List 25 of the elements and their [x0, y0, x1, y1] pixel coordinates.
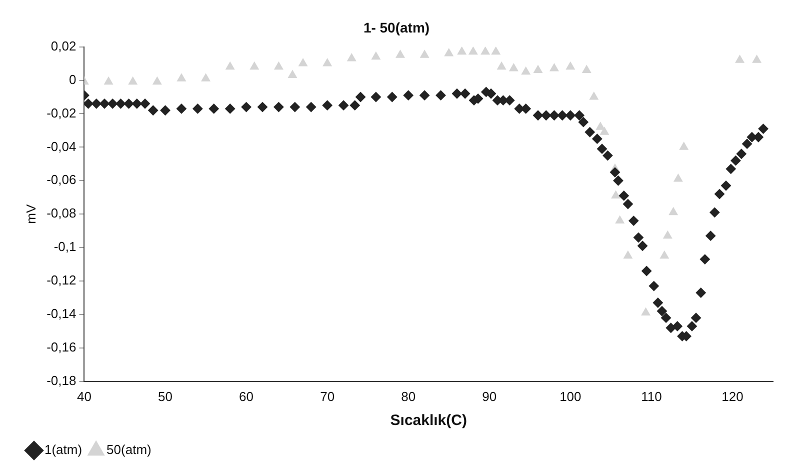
y-tick-label: 0,02 — [50, 38, 76, 54]
y-tick-label: -0,12 — [46, 272, 76, 288]
legend-label: 1(atm) — [44, 442, 82, 458]
x-tick-label: 120 — [722, 388, 744, 404]
legend-label: 50(atm) — [106, 442, 152, 458]
x-tick-label: 50 — [158, 388, 172, 404]
y-tick-label: -0,02 — [46, 105, 76, 120]
x-tick-label: 40 — [76, 388, 92, 404]
x-tick-label: 110 — [641, 388, 662, 404]
x-tick-label: 100 — [560, 388, 582, 404]
y-tick-label: -0,08 — [46, 206, 76, 221]
y-tick-label: -0,1 — [54, 239, 76, 254]
y-tick-label: 0 — [68, 72, 76, 87]
x-tick-label: 70 — [320, 388, 335, 404]
x-tick-label: 80 — [401, 388, 416, 404]
x-tick-label: 90 — [482, 388, 497, 404]
y-tick-label: -0,14 — [46, 306, 76, 322]
chart-title: 1- 50(atm) — [363, 19, 430, 36]
y-tick-label: -0,16 — [46, 340, 76, 355]
x-tick-label: 60 — [239, 388, 254, 404]
y-tick-label: -0,04 — [46, 138, 76, 154]
y-axis-title: mV — [23, 204, 38, 224]
y-tick-label: -0,18 — [46, 372, 76, 388]
x-axis-title: Sıcaklık(C) — [390, 412, 467, 430]
y-tick-label: -0,06 — [46, 172, 76, 188]
